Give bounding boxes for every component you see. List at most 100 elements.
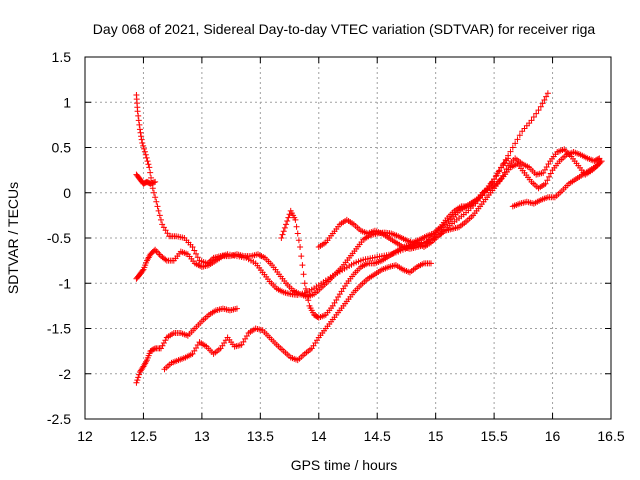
series-track-f [278, 146, 603, 321]
data-point [293, 223, 300, 230]
data-point [141, 145, 148, 152]
data-point [152, 178, 159, 185]
data-series [133, 90, 605, 386]
data-point [281, 224, 288, 231]
data-point [136, 121, 143, 128]
data-point [136, 126, 143, 133]
x-tick-label: 12 [77, 428, 93, 444]
data-point [152, 194, 159, 201]
data-point [135, 374, 142, 381]
data-point [544, 177, 551, 184]
data-point [505, 155, 512, 162]
y-tick-label: 1 [63, 94, 71, 110]
data-point [155, 207, 162, 214]
data-point [193, 250, 200, 257]
data-point [541, 96, 548, 103]
data-point [142, 151, 149, 158]
series-track-e [161, 260, 434, 373]
data-point [535, 107, 542, 114]
data-point [133, 379, 140, 386]
y-tick-label: 1.5 [52, 49, 72, 65]
x-tick-label: 14.5 [364, 428, 391, 444]
data-point [154, 203, 161, 210]
data-point [160, 339, 167, 346]
series-track-d [133, 171, 159, 187]
data-point [147, 169, 154, 176]
data-point [157, 345, 164, 352]
y-tick-label: 0.5 [52, 140, 72, 156]
data-point [500, 160, 507, 167]
data-point [547, 170, 554, 177]
data-point [135, 117, 142, 124]
series-track-h [509, 158, 605, 210]
data-point [297, 244, 304, 251]
data-point [279, 231, 286, 238]
y-tick-label: 0 [63, 185, 71, 201]
data-point [283, 221, 290, 228]
data-point [194, 254, 201, 261]
data-point [138, 133, 145, 140]
data-point [302, 285, 309, 292]
data-point [148, 174, 155, 181]
data-point [427, 260, 434, 267]
data-point [598, 158, 605, 165]
data-point [156, 212, 163, 219]
data-point [139, 267, 146, 274]
data-point [150, 189, 157, 196]
chart-title: Day 068 of 2021, Sidereal Day-to-day VTE… [93, 21, 596, 37]
data-point [134, 108, 141, 115]
data-point [546, 173, 553, 180]
y-tick-label: -1.5 [47, 321, 71, 337]
x-tick-label: 16.5 [597, 428, 624, 444]
data-point [539, 100, 546, 107]
data-point [301, 280, 308, 287]
data-point [514, 136, 521, 143]
x-tick-label: 16 [545, 428, 561, 444]
data-point [284, 218, 291, 225]
y-tick-label: -0.5 [47, 230, 71, 246]
data-point [501, 169, 508, 176]
data-point [507, 148, 514, 155]
data-point [150, 346, 157, 353]
data-point [292, 216, 299, 223]
data-point [499, 172, 506, 179]
data-point [143, 154, 150, 161]
x-tick-label: 12.5 [130, 428, 157, 444]
data-point [162, 337, 169, 344]
data-point [189, 244, 196, 251]
data-point [595, 156, 602, 163]
data-point [191, 247, 198, 254]
data-point [162, 256, 169, 263]
data-point [140, 142, 147, 149]
data-point [233, 305, 240, 312]
data-point [512, 140, 519, 147]
data-point [304, 291, 311, 298]
data-point [498, 176, 505, 183]
data-point [298, 253, 305, 260]
data-point [141, 148, 148, 155]
data-point [137, 129, 144, 136]
data-point [136, 371, 143, 378]
data-point [280, 228, 287, 235]
series-track-c [133, 305, 240, 386]
data-point [135, 112, 142, 119]
x-tick-label: 15 [428, 428, 444, 444]
data-point [542, 180, 549, 187]
data-point [157, 216, 164, 223]
data-point [149, 185, 156, 192]
data-point [299, 262, 306, 269]
data-point [294, 230, 301, 237]
data-point [285, 214, 292, 221]
x-tick-label: 15.5 [480, 428, 507, 444]
y-tick-label: -2.5 [47, 411, 71, 427]
data-point [528, 117, 535, 124]
data-point [530, 113, 537, 120]
x-tick-label: 13.5 [247, 428, 274, 444]
data-point [516, 132, 523, 139]
data-point [139, 139, 146, 146]
data-point [509, 144, 516, 151]
data-point [295, 237, 302, 244]
data-point [300, 271, 307, 278]
